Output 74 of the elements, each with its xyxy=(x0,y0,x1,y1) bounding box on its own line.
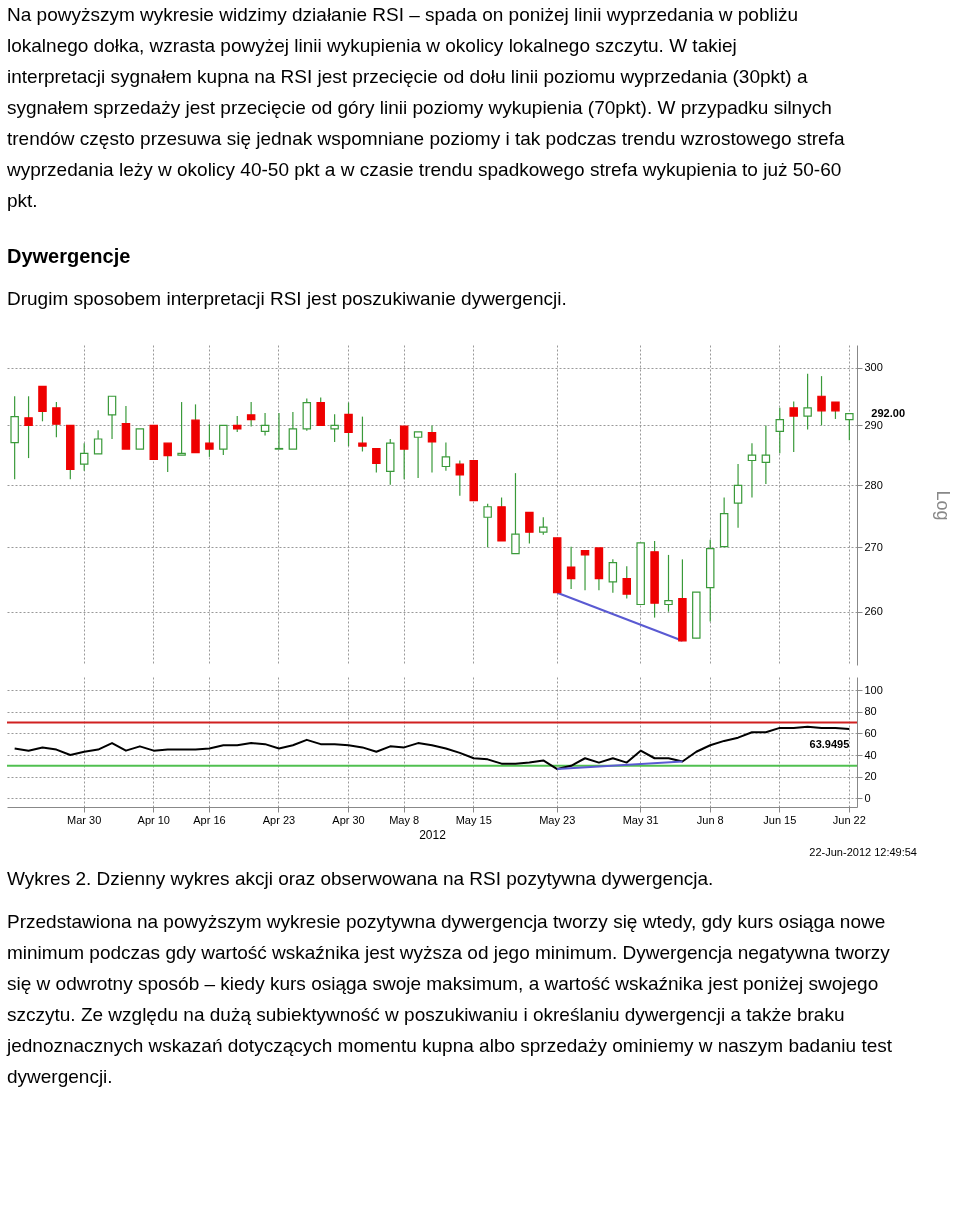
candlestick xyxy=(274,412,284,450)
x-tick-label: Apr 30 xyxy=(332,813,365,826)
x-axis-title: 2012 xyxy=(419,827,447,842)
candlestick xyxy=(441,441,451,472)
candlestick xyxy=(288,411,298,450)
candlestick xyxy=(135,428,145,450)
candlestick xyxy=(622,565,632,600)
candlestick xyxy=(163,442,172,473)
text: Na powyższym wykresie widzimy działanie RSI – spada on poniżej linii wyprzedania w pobliżu lokalnego dołka, wzrasta powyżej linii wykupienia w okolicy lokalnego szczytu. W takiej interpretacji sygnałem kupna na RSI jest przecięcie od dołu linii poziomu wyprzedania (30pkt) a sygnałem sprzedaży jest przecięcie od góry linii poziomy wykupienia (70pkt). W przypadku silnych trendów często przesuwa się jednak wspomniane poziomy i tak podczas trendu wzrostowego strefa wyprzedania leży w okolicy 40-50 pkt a w czasie trendu spadkowego strefa wykupienia to już 50-60 pkt. xyxy=(6,4,845,211)
candlestick xyxy=(205,423,214,458)
candlestick xyxy=(817,375,826,427)
candlestick xyxy=(455,459,465,497)
candlestick xyxy=(399,425,409,480)
candlestick xyxy=(52,401,61,438)
candlestick xyxy=(427,424,437,474)
y-tick-label: 300 xyxy=(864,361,883,374)
y-axis-title: Log xyxy=(932,490,953,521)
candlestick xyxy=(330,413,339,443)
candlestick xyxy=(260,412,270,437)
candlestick xyxy=(664,554,673,613)
text: Dywergencje xyxy=(7,245,131,267)
candlestick xyxy=(93,429,103,455)
y-tick-label: 260 xyxy=(864,605,883,618)
y-tick-label: 280 xyxy=(864,478,883,491)
annotation: 292.00 xyxy=(871,406,905,419)
candlestick xyxy=(789,400,798,453)
annotation: 63.9495 xyxy=(809,738,850,751)
y-tick-label: 60 xyxy=(864,726,877,739)
candlestick xyxy=(24,395,33,459)
x-tick-label: May 8 xyxy=(389,813,420,826)
candlestick xyxy=(413,431,423,479)
candlestick xyxy=(580,549,590,591)
x-tick-label: Jun 22 xyxy=(832,813,866,826)
y-tick-label: 20 xyxy=(864,770,877,783)
y-tick-label: 100 xyxy=(864,683,883,696)
candlestick xyxy=(372,447,381,474)
text: Drugim sposobem interpretacji RSI jest poszukiwanie dywergencji. xyxy=(7,288,567,309)
candlestick xyxy=(761,424,771,485)
candlestick xyxy=(525,511,534,545)
candlestick xyxy=(344,402,353,447)
text: 22-Jun-2012 12:49:54 xyxy=(809,846,917,858)
text: Przedstawiona na powyższym wykresie pozytywna dywergencja tworzy się wtedy, gdy kurs osiąga nowe minimum podczas gdy wartość wskaźnika jest wyższa od jego minimum. Dywergencja negatywna tworzy się w odwrotny sposób – kiedy kurs osiąga swoje maksimum, a wartość wskaźnika jest poniżej swojego szczytu. Ze względu na dużą subiektywność w poszukiwaniu i określaniu dywergencji a także braku jednoznacznych wskazań dotyczących momentu kupna albo sprzedaży ominiemy w naszym badaniu test dywergencji. xyxy=(6,911,893,1087)
candlestick xyxy=(483,503,492,548)
candlestick xyxy=(246,401,256,428)
candlestick xyxy=(316,396,325,427)
candlestick xyxy=(79,442,89,472)
candlestick xyxy=(511,472,520,555)
x-tick-label: Jun 8 xyxy=(696,813,724,826)
candlestick xyxy=(775,407,785,454)
x-tick-label: May 15 xyxy=(455,813,492,826)
candlestick xyxy=(358,416,367,453)
candlestick xyxy=(733,463,743,529)
x-tick-label: May 31 xyxy=(622,813,659,826)
x-tick-label: Jun 15 xyxy=(763,813,797,826)
candlestick xyxy=(845,413,854,441)
candlestick xyxy=(747,442,757,499)
y-tick-label: 0 xyxy=(864,791,871,804)
x-tick-label: Mar 30 xyxy=(67,813,102,826)
text: Wykres 2. Dzienny wykres akcji oraz obserwowana na RSI pozytywna dywergencja. xyxy=(7,868,714,889)
x-tick-label: Apr 23 xyxy=(262,813,296,826)
y-tick-label: 270 xyxy=(864,540,883,553)
y-tick-label: 290 xyxy=(864,418,883,431)
candlestick xyxy=(177,401,186,456)
candlestick xyxy=(107,395,117,440)
y-tick-label: 40 xyxy=(864,748,877,761)
line-series xyxy=(13,725,851,771)
candlestick xyxy=(566,546,576,590)
x-tick-label: May 23 xyxy=(539,813,576,826)
y-tick-label: 80 xyxy=(864,705,877,718)
x-tick-label: Apr 10 xyxy=(137,813,170,826)
x-tick-label: Apr 16 xyxy=(193,813,226,826)
candlestick xyxy=(219,424,228,456)
candlestick xyxy=(803,373,812,431)
candlestick xyxy=(608,558,618,594)
